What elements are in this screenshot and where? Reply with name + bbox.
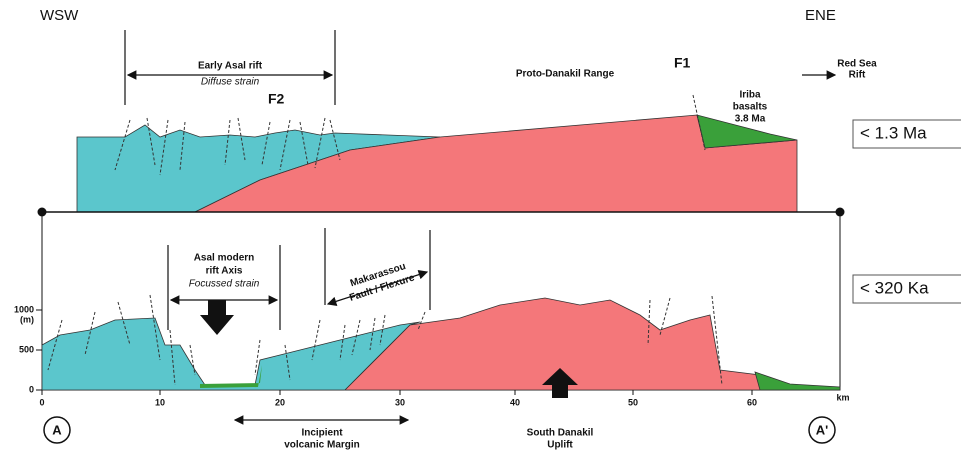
wsw: WSW <box>40 7 79 24</box>
top-panel <box>77 30 835 212</box>
red-sea: Rift <box>849 70 866 81</box>
age: < 1.3 Ma <box>860 123 927 142</box>
iriba: Iriba <box>739 90 761 101</box>
asal-axis: Asal modern <box>194 253 255 264</box>
x-label: 40 <box>510 397 520 407</box>
iriba: 3.8 Ma <box>735 114 766 125</box>
endpoint-label: A <box>52 422 62 437</box>
x-label: 0 <box>39 397 44 407</box>
x-unit: km <box>836 392 849 402</box>
iriba: basalts <box>733 102 768 113</box>
x-label: 20 <box>275 397 285 407</box>
y-label: 500 <box>19 344 34 354</box>
x-label: 50 <box>628 397 638 407</box>
x-label: 60 <box>747 397 757 407</box>
early-rift-subtitle: Diffuse strain <box>201 77 260 88</box>
f2: F2 <box>268 91 285 107</box>
age: < 320 Ka <box>860 278 929 297</box>
cross-section: WSW ENE Early Asal rift Diffuse strain F… <box>0 0 961 453</box>
f1: F1 <box>674 55 691 71</box>
bottom-panel <box>36 228 840 420</box>
range: Proto-Danakil Range <box>516 69 615 80</box>
asal-strain: Focussed strain <box>189 279 260 290</box>
early-rift-title: Early Asal rift <box>198 61 263 72</box>
x-label: 10 <box>155 397 165 407</box>
ene: ENE <box>805 7 836 24</box>
red-sea: Red Sea <box>837 59 877 70</box>
endpoint-label: A' <box>816 422 828 437</box>
x-label: 30 <box>395 397 405 407</box>
uplift: Uplift <box>547 440 573 451</box>
margin: Incipient <box>301 428 343 439</box>
y-label: (m) <box>20 314 34 324</box>
margin: volcanic Margin <box>284 440 360 451</box>
asal-axis: rift Axis <box>206 266 243 277</box>
y-label: 1000 <box>14 304 34 314</box>
uplift: South Danakil <box>527 428 594 439</box>
y-label: 0 <box>29 384 34 394</box>
